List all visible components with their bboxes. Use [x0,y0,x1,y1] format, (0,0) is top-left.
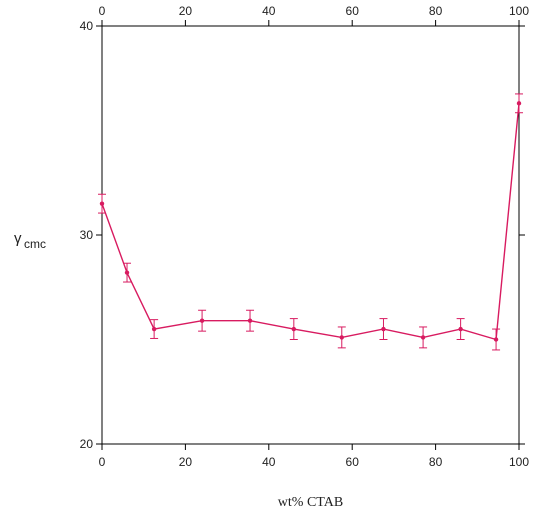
x-tick-label-top: 0 [99,4,106,18]
x-tick-label-bottom: 100 [509,455,529,469]
data-point [124,270,130,275]
x-tick-label-bottom: 20 [179,455,193,469]
data-point [339,335,344,340]
data-point [516,101,522,106]
x-tick-label-top: 20 [179,4,193,18]
data-point [493,337,499,342]
data-point [199,318,205,323]
data-point [99,201,105,206]
y-tick-label: 20 [80,437,94,451]
y-tick-label: 40 [80,19,94,33]
data-point [247,318,253,323]
x-axis-title: wt% CTAB [278,495,343,510]
y-axis-title-main: γ [14,230,22,247]
plot-frame [101,25,520,445]
y-axis-title-subscript: cmc [24,237,46,251]
x-tick-label-top: 100 [509,4,529,18]
x-tick-label-top: 40 [262,4,276,18]
data-point [151,326,157,332]
x-tick-label-bottom: 40 [262,455,276,469]
data-series [98,93,523,351]
x-tick-label-top: 80 [429,4,443,18]
series-line [101,103,520,341]
x-tick-label-top: 60 [346,4,360,18]
axis-ticks [96,20,525,450]
data-point [420,335,426,340]
x-tick-label-bottom: 80 [429,455,443,469]
x-tick-label-bottom: 60 [346,455,360,469]
x-tick-label-bottom: 0 [99,455,106,469]
data-point [458,326,463,332]
data-point [291,326,297,332]
data-point [381,326,386,332]
tick-labels: 0 0 20 20 40 40 60 60 80 80 100 100 20 30 40 [80,4,530,469]
y-tick-label: 30 [80,228,94,242]
